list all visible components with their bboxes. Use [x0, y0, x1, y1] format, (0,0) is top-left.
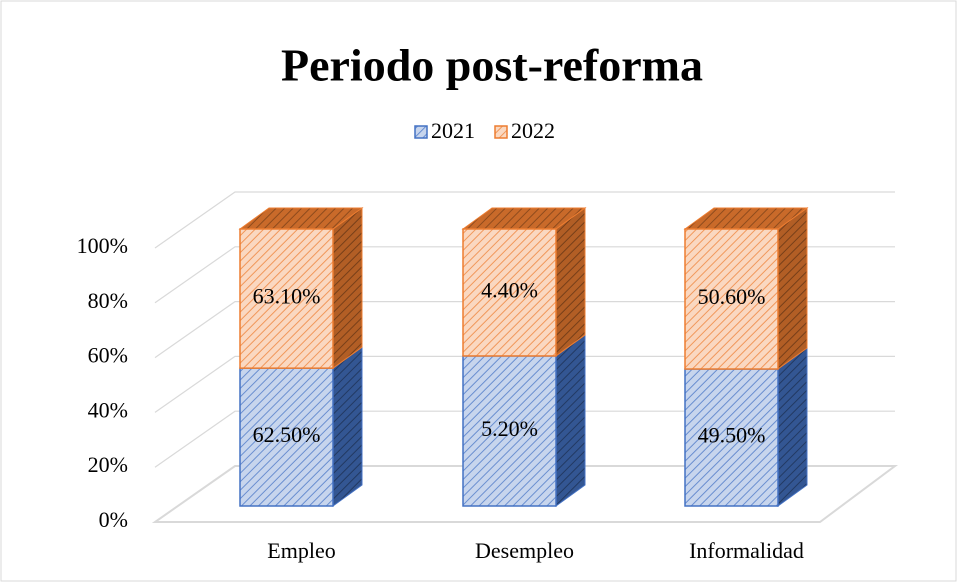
x-tick-label: Informalidad — [689, 538, 804, 563]
bar-front — [684, 368, 779, 507]
bar-side — [555, 333, 586, 507]
data-label: 5.20% — [481, 416, 538, 441]
legend-label: 2021 — [431, 118, 475, 143]
bar — [238, 207, 364, 370]
bar-front — [684, 228, 779, 370]
y-tick-label: 60% — [88, 343, 128, 368]
bar-side — [777, 347, 808, 507]
y-tick-label: 20% — [88, 452, 128, 477]
y-tick-label: 100% — [77, 233, 128, 258]
data-label: 4.40% — [481, 278, 538, 303]
bar-front — [239, 228, 334, 369]
bar — [461, 207, 587, 357]
data-label: 63.10% — [253, 284, 321, 309]
data-label: 50.60% — [698, 284, 766, 309]
grid-line — [154, 355, 895, 413]
x-tick-label: Desempleo — [475, 538, 574, 563]
grid-line — [154, 410, 895, 468]
legend-swatch — [414, 125, 428, 139]
bar-side — [332, 207, 363, 370]
chart-title: Periodo post-reforma — [281, 40, 703, 91]
bar-front — [462, 355, 557, 507]
data-label: 62.50% — [253, 422, 321, 447]
bar-side — [332, 346, 363, 507]
bar — [239, 346, 363, 507]
bar-front — [239, 367, 334, 507]
legend-label: 2022 — [511, 118, 555, 143]
grid-line — [154, 191, 895, 249]
y-tick-label: 0% — [99, 507, 128, 532]
legend-swatch — [494, 125, 508, 139]
bar — [684, 347, 808, 507]
bar — [683, 207, 809, 371]
bar — [462, 333, 586, 507]
grid-line — [154, 246, 895, 304]
data-label: 49.50% — [698, 423, 766, 448]
grid-line — [154, 301, 895, 359]
bar-front — [462, 228, 557, 357]
bar-side — [555, 207, 586, 357]
y-tick-label: 80% — [88, 288, 128, 313]
bar-side — [777, 207, 808, 371]
y-tick-label: 40% — [88, 397, 128, 422]
x-tick-label: Empleo — [267, 538, 335, 563]
